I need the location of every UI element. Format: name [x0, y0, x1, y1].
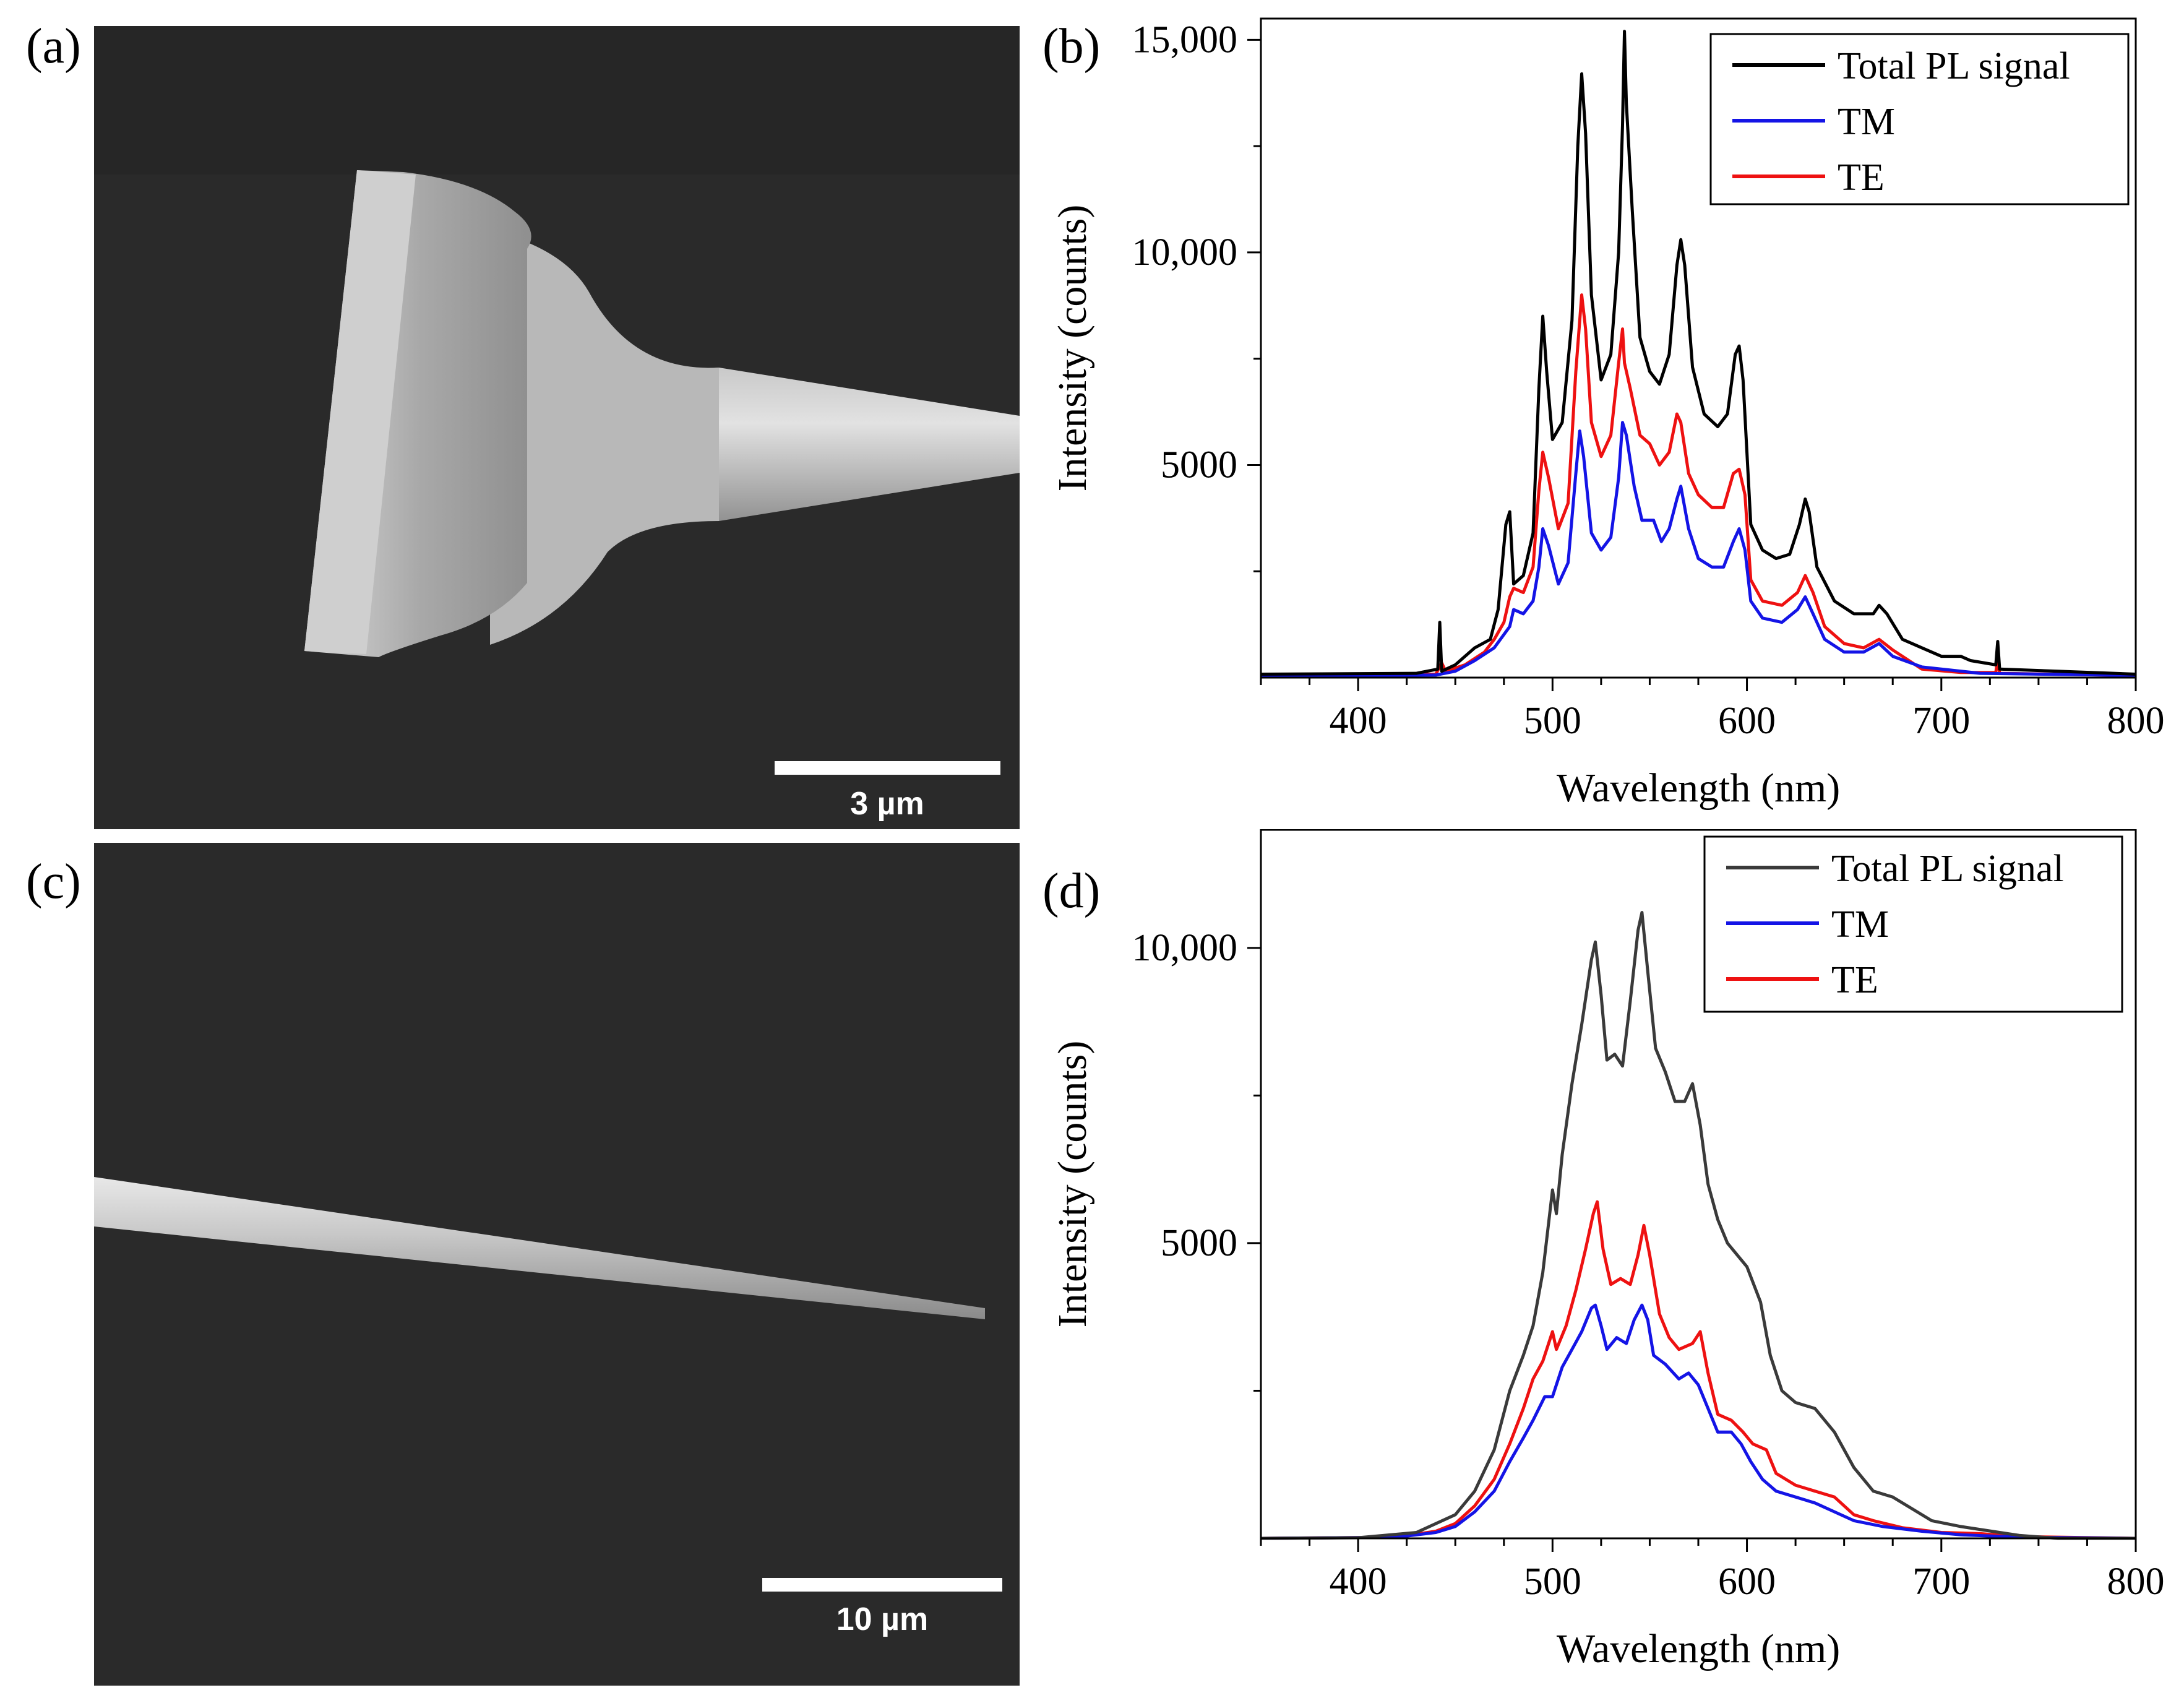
chart-d: 400 500 600 700 800 5000 10,000 Wavelength (nm)… [1050, 829, 2165, 1671]
sem-image-a: 3 µm [94, 26, 1020, 829]
legend-entry: Total PL signal [1838, 45, 2070, 87]
x-tick-label: 500 [1524, 700, 1581, 742]
x-tick-label: 600 [1718, 1561, 1776, 1603]
y-tick-label: 10,000 [1132, 927, 1238, 969]
series-line-te [1260, 1200, 2136, 1540]
y-axis-label: Intensity (counts) [1050, 1041, 1095, 1328]
panel-label-b: (b) [1043, 19, 1101, 74]
series-line-te [1260, 293, 2136, 678]
x-tick-label: 800 [2107, 700, 2165, 742]
disc-face [304, 170, 416, 654]
y-tick-label: 5000 [1161, 1222, 1237, 1264]
series-line-tm [1260, 421, 2136, 678]
legend-entry: TE [1838, 157, 1885, 199]
panel-label-d: (d) [1043, 864, 1101, 918]
y-tick-label: 15,000 [1132, 19, 1238, 61]
scale-bar-label-a: 3 µm [850, 786, 924, 822]
series-line-tm [1260, 1303, 2136, 1540]
y-axis-label: Intensity (counts) [1050, 205, 1095, 492]
chart-b: 400 500 600 700 800 5000 10,000 15,000 Wavelengt… [1050, 17, 2165, 811]
series-line-total-pl-signal [1260, 30, 2136, 676]
sem-drawing-a: 3 µm [94, 26, 1020, 829]
x-tick-label: 400 [1330, 1561, 1387, 1603]
x-axis-label: Wavelength (nm) [1557, 1626, 1840, 1671]
scale-bar-label-c: 10 µm [836, 1601, 928, 1637]
x-tick-label: 400 [1330, 700, 1387, 742]
x-tick-label: 700 [1912, 1561, 1970, 1603]
y-tick-label: 10,000 [1132, 231, 1238, 274]
scale-bar-c [762, 1578, 1002, 1592]
neck-shape [490, 230, 719, 645]
scale-bar-a [775, 761, 1000, 775]
tapered-fiber [94, 1177, 985, 1319]
x-tick-label: 800 [2107, 1561, 2165, 1603]
legend-entry: TE [1831, 959, 1878, 1001]
x-axis-label: Wavelength (nm) [1557, 765, 1840, 811]
legend-entry: TM [1831, 903, 1889, 946]
x-tick-label: 600 [1718, 700, 1776, 742]
panel-label-a: (a) [26, 19, 81, 74]
legend-entry: TM [1838, 101, 1895, 143]
series-line-total-pl-signal [1260, 911, 2136, 1540]
y-tick-label: 5000 [1161, 444, 1237, 486]
legend-entry: Total PL signal [1831, 848, 2064, 890]
panel-label-c: (c) [26, 855, 81, 909]
sem-drawing-c: 10 µm [94, 843, 1020, 1686]
sem-image-c: 10 µm [94, 843, 1020, 1686]
x-tick-label: 700 [1912, 700, 1970, 742]
x-tick-label: 500 [1524, 1561, 1581, 1603]
